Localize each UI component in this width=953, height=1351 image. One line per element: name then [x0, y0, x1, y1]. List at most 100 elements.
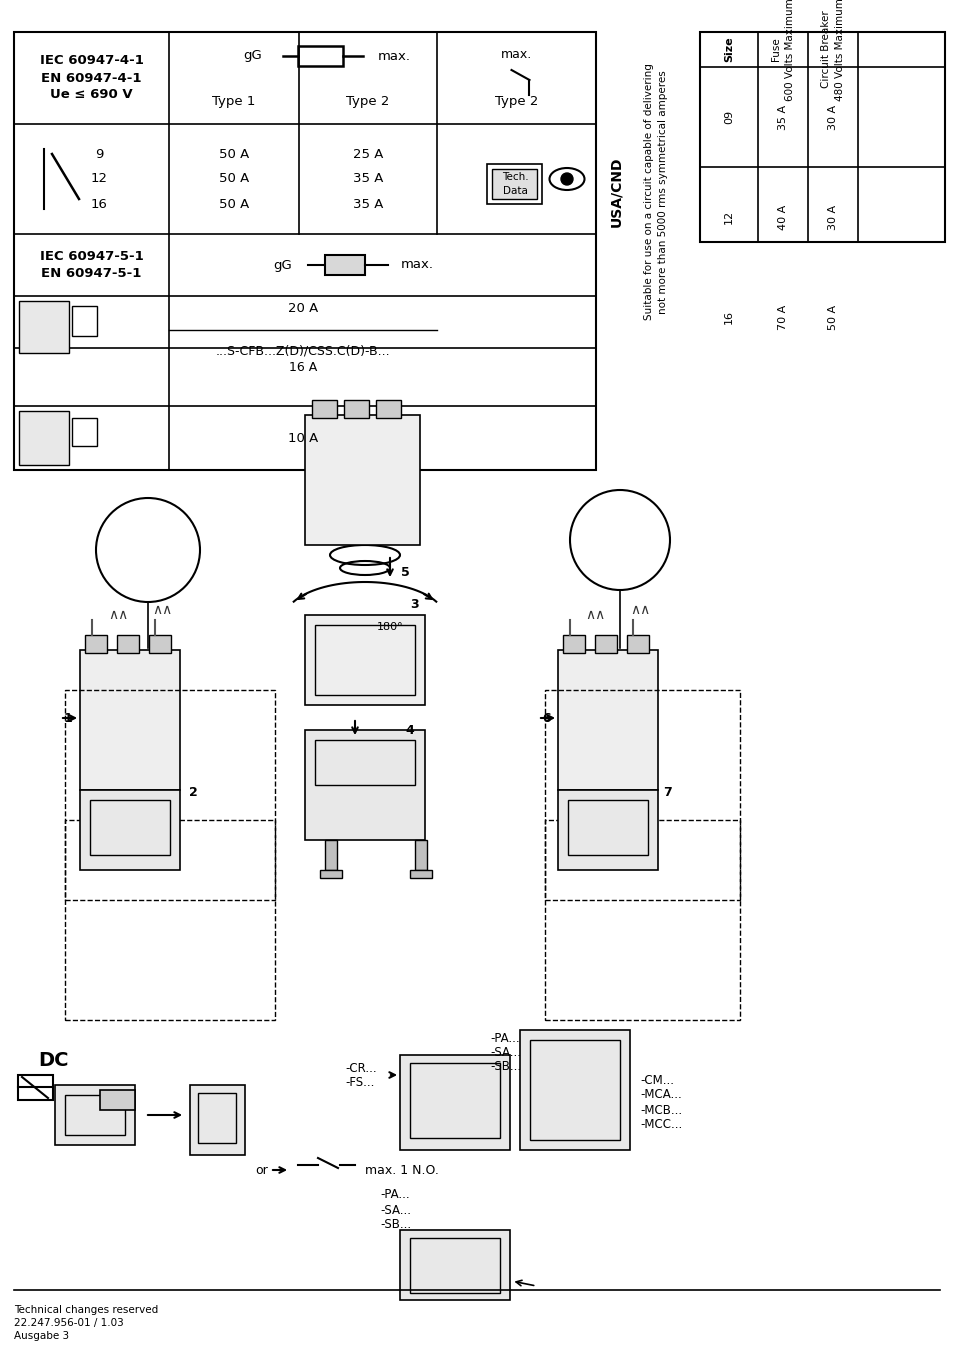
Bar — [65, 1096, 125, 1135]
Text: 12: 12 — [91, 173, 108, 185]
Text: max.: max. — [500, 47, 532, 61]
Text: 7: 7 — [663, 786, 672, 800]
Bar — [312, 400, 336, 417]
Bar — [190, 1085, 245, 1155]
Text: 16: 16 — [723, 309, 733, 324]
Bar — [544, 820, 740, 1020]
Text: 50 A: 50 A — [218, 147, 249, 161]
Text: Fuse
600 Volts Maximum: Fuse 600 Volts Maximum — [771, 0, 794, 101]
Text: -SA...: -SA... — [490, 1047, 520, 1059]
Bar — [558, 790, 658, 870]
Bar — [305, 730, 424, 840]
Text: -MCC...: -MCC... — [639, 1119, 681, 1132]
Text: 5: 5 — [400, 566, 409, 580]
Bar — [486, 163, 541, 204]
Text: ∧∧: ∧∧ — [629, 603, 649, 617]
Text: USA/CND: USA/CND — [608, 157, 622, 227]
Bar — [325, 255, 365, 276]
Text: -CR...: -CR... — [345, 1062, 376, 1074]
Text: 70 A: 70 A — [778, 304, 787, 330]
Bar — [19, 411, 69, 465]
Text: 9: 9 — [94, 147, 103, 161]
Text: gG: gG — [274, 258, 292, 272]
Bar — [100, 1090, 135, 1111]
Bar — [410, 1238, 499, 1293]
Text: Tech.
Data: Tech. Data — [501, 173, 528, 196]
Bar — [65, 690, 274, 900]
Text: max.: max. — [400, 258, 434, 272]
Bar — [415, 840, 427, 870]
Text: -PA...: -PA... — [379, 1189, 409, 1201]
Bar — [410, 1063, 499, 1138]
Bar — [297, 46, 343, 66]
Text: 10 A: 10 A — [288, 431, 317, 444]
Bar — [294, 1150, 350, 1179]
Text: 40 A: 40 A — [778, 204, 787, 230]
Bar — [544, 690, 740, 900]
Text: ∧∧: ∧∧ — [584, 608, 604, 621]
Bar — [65, 820, 274, 1020]
Bar — [492, 169, 537, 199]
Text: 6: 6 — [542, 712, 551, 724]
Bar — [558, 650, 658, 790]
Text: IEC 60947-5-1
EN 60947-5-1: IEC 60947-5-1 EN 60947-5-1 — [40, 250, 143, 280]
Text: ●: ● — [563, 174, 570, 184]
Bar — [319, 870, 341, 878]
Text: Type 2: Type 2 — [346, 96, 389, 108]
Text: Circuit Breaker
480 Volts Maximum: Circuit Breaker 480 Volts Maximum — [821, 0, 843, 101]
Text: 1: 1 — [64, 712, 72, 724]
Text: -SB...: -SB... — [379, 1219, 411, 1232]
Text: ∧∧: ∧∧ — [108, 608, 128, 621]
Text: ...S-CFB...Z(D)/CSS.C(D)-B...
16 A: ...S-CFB...Z(D)/CSS.C(D)-B... 16 A — [215, 345, 390, 374]
Text: -SA...: -SA... — [379, 1204, 411, 1216]
Bar — [410, 870, 432, 878]
Bar — [55, 1085, 135, 1146]
Text: 50 A: 50 A — [827, 304, 837, 330]
Text: 35 A: 35 A — [353, 173, 383, 185]
Text: Size: Size — [723, 36, 733, 62]
Text: 12: 12 — [723, 209, 733, 224]
Text: 30 A: 30 A — [827, 204, 837, 230]
Bar — [314, 740, 415, 785]
Text: 50 A: 50 A — [218, 197, 249, 211]
Text: 25 A: 25 A — [353, 147, 383, 161]
Text: IEC 60947-4-1
EN 60947-4-1
Ue ≤ 690 V: IEC 60947-4-1 EN 60947-4-1 Ue ≤ 690 V — [39, 54, 143, 101]
Text: Technical changes reserved
22.247.956-01 / 1.03
Ausgabe 3: Technical changes reserved 22.247.956-01… — [14, 1305, 158, 1342]
Bar — [562, 635, 584, 653]
Bar — [700, 32, 944, 242]
Bar — [399, 1055, 510, 1150]
Text: 35 A: 35 A — [778, 104, 787, 130]
Text: -PA...: -PA... — [490, 1032, 519, 1044]
Text: 20 A: 20 A — [288, 303, 317, 316]
Text: -SB...: -SB... — [490, 1061, 520, 1074]
Bar — [567, 800, 647, 855]
Text: max.: max. — [377, 50, 411, 62]
Bar — [18, 1075, 53, 1100]
Text: -MCA...: -MCA... — [639, 1089, 681, 1101]
Text: Type 1: Type 1 — [213, 96, 255, 108]
Bar — [344, 400, 369, 417]
Text: ∧∧: ∧∧ — [152, 603, 172, 617]
Text: 180°: 180° — [376, 621, 403, 632]
Bar — [117, 635, 139, 653]
Text: 09: 09 — [723, 109, 733, 124]
Text: 16: 16 — [91, 197, 108, 211]
Text: 4: 4 — [405, 724, 414, 736]
Bar — [71, 417, 97, 446]
Text: max. 1 N.O.: max. 1 N.O. — [365, 1163, 438, 1177]
Text: DC: DC — [38, 1051, 69, 1070]
Text: -CM...: -CM... — [639, 1074, 673, 1086]
Bar — [14, 32, 596, 470]
Bar — [595, 635, 617, 653]
Text: Suitable for use on a circuit capable of delivering
not more than 5000 rms symme: Suitable for use on a circuit capable of… — [643, 63, 667, 320]
Bar — [71, 305, 97, 336]
Bar — [80, 650, 180, 790]
Bar — [149, 635, 171, 653]
Text: or: or — [254, 1163, 268, 1177]
Circle shape — [96, 499, 200, 603]
Bar — [375, 400, 400, 417]
Text: Type 2: Type 2 — [495, 96, 537, 108]
Text: ■: ■ — [573, 534, 586, 547]
Text: gG: gG — [243, 50, 262, 62]
Text: 50 A: 50 A — [218, 173, 249, 185]
